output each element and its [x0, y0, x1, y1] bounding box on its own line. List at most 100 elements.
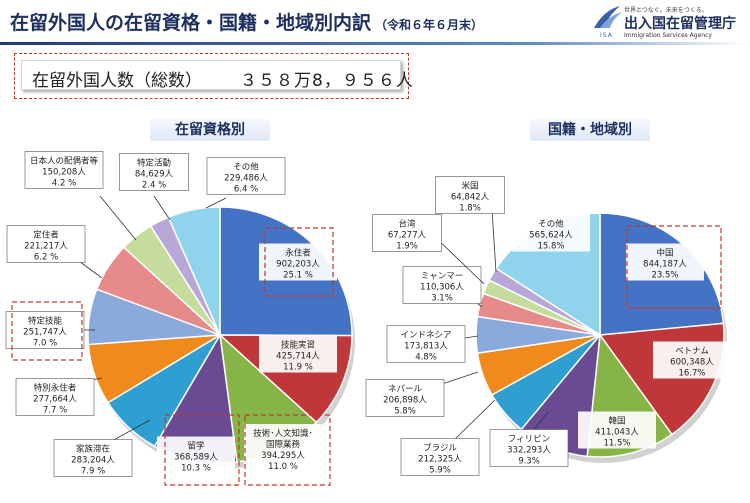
leader-line [491, 209, 497, 273]
label-box [578, 411, 656, 449]
agency-logo: ISA 世界とつなぐ。未来をつくる。 出入国在留管理庁 Immigration … [588, 4, 748, 42]
slice-count: 283,204人 [71, 456, 115, 466]
page-title-text: 在留外国人の在留資格・国籍・地域別内訳 [10, 12, 372, 34]
page-subtitle: （令和６年６月末） [375, 18, 484, 32]
slice-count: 902,203人 [276, 260, 320, 270]
slice-count: 67,277人 [388, 231, 427, 241]
slice-count: 221,217人 [24, 242, 68, 252]
slice-percent: 16.7% [678, 369, 705, 379]
slice-name: 定住者 [33, 230, 59, 241]
slice-name: 中国 [656, 248, 673, 259]
leader-line [99, 195, 137, 241]
total-panel: 在留外国人数（総数） ３５８万8，９５６人 [21, 60, 413, 91]
slice-percent: 2.4 % [142, 181, 166, 191]
label-box [489, 429, 569, 467]
slice-percent: 1.9% [396, 242, 418, 252]
slice-name: ブラジル [423, 443, 457, 454]
label-box [259, 335, 337, 373]
slice-name: 技能実習 [281, 340, 315, 351]
slice-percent: 7.7 % [43, 406, 67, 416]
highlight-frame [164, 414, 240, 486]
slice-percent: 6.2 % [34, 253, 58, 263]
total-label: 在留外国人数（総数） [32, 71, 202, 91]
chart-title-nationality: 国籍・地域別 [530, 119, 650, 141]
slice-name: 永住者 [285, 248, 311, 259]
label-box [626, 243, 704, 281]
leader-line [109, 419, 151, 443]
label-box [244, 424, 322, 472]
leader-line [205, 197, 227, 209]
label-box [24, 151, 104, 189]
slice-name: フィリピン [508, 435, 550, 445]
slice-percent: 4.2 % [52, 179, 76, 189]
slice-percent: 1.8% [459, 204, 481, 214]
slice-count: 368,589人 [174, 453, 218, 463]
label-box [435, 176, 505, 214]
leader-line [451, 399, 496, 443]
label-box [53, 439, 133, 477]
highlight-frame [11, 301, 83, 361]
label-box [259, 243, 337, 281]
slice-count: 411,043人 [595, 428, 639, 438]
leader-line [153, 195, 171, 221]
label-box [402, 266, 482, 304]
label-box [512, 214, 590, 252]
slice-name: ネパール [388, 385, 423, 395]
slice-count: 173,813人 [404, 342, 448, 352]
slice-name: その他 [233, 162, 259, 173]
slice-name: 家族滞在 [76, 444, 110, 455]
slice-name: 技術･人文知識･ [253, 428, 313, 439]
slice-count: 84,629人 [135, 170, 174, 180]
slice-percent: 10.3 % [181, 464, 211, 474]
slice-percent: 11.0 % [268, 462, 298, 472]
slice-percent: 11.9 % [283, 363, 313, 373]
isa-emblem-icon [594, 6, 622, 28]
logo-abbr: ISA [600, 32, 613, 39]
total-value: ３５８万8，９５６人 [240, 71, 414, 91]
label-box [372, 214, 442, 252]
label-box [653, 341, 731, 379]
slice-percent: 5.8% [394, 407, 416, 417]
total-highlight-frame: 在留外国人数（総数） ３５８万8，９５６人 [14, 53, 413, 99]
slice-percent: 7.9 % [81, 467, 105, 477]
logo-agency-name: 出入国在留管理庁 [624, 16, 736, 32]
slice-count: 212,325人 [418, 455, 462, 465]
slice-count: 150,208人 [42, 168, 86, 178]
slice-name: 国際業務 [266, 439, 301, 450]
slice-name: 韓国 [608, 416, 625, 427]
label-box [206, 157, 286, 195]
slice-count: 565,624人 [529, 231, 573, 241]
highlight-frame [264, 227, 334, 297]
label-box [15, 378, 95, 416]
slice-percent: 25.1 % [283, 271, 313, 281]
logo-english-name: Immigration Services Agency [624, 32, 712, 39]
slice-percent: 7.0 % [33, 339, 57, 349]
slice-name: 日本人の配偶者等 [30, 156, 99, 167]
label-box [157, 436, 235, 474]
highlight-frame [244, 414, 331, 486]
slice-name: 留学 [187, 441, 205, 452]
slice-percent: 5.9% [429, 466, 451, 476]
slice-count: 206,898人 [383, 396, 427, 406]
slice-count: 64,842人 [451, 193, 490, 203]
